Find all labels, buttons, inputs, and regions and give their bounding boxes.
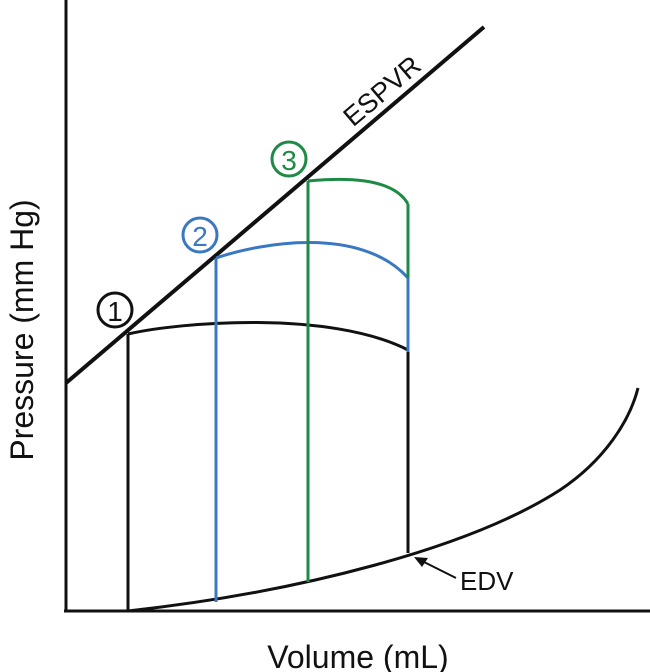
- x-axis-label: Volume (mL): [267, 639, 448, 672]
- edv-arrow: [414, 557, 457, 579]
- loop-2-marker: 2: [181, 216, 219, 254]
- loop-1: [126, 321, 410, 611]
- espvr-line: [64, 25, 486, 385]
- edv-label: EDV: [460, 566, 514, 596]
- loop-3-marker: 3: [270, 140, 308, 178]
- edpvr-curve: [127, 387, 640, 613]
- espvr-label: ESPVR: [338, 50, 427, 132]
- loop-2-ejection-curve: [215, 241, 410, 280]
- y-axis-label: Pressure (mm Hg): [4, 199, 40, 460]
- loop-1-marker: 1: [96, 291, 134, 329]
- loop-3-number: 3: [281, 145, 297, 176]
- loop-2-number: 2: [192, 221, 208, 252]
- axes: [64, 0, 650, 613]
- loop-1-number: 1: [107, 296, 123, 327]
- loop-1-ejection-curve: [127, 321, 409, 352]
- loop-3: [306, 177, 410, 582]
- loop-3-ejection-curve: [307, 177, 410, 205]
- loop-2: [214, 241, 410, 602]
